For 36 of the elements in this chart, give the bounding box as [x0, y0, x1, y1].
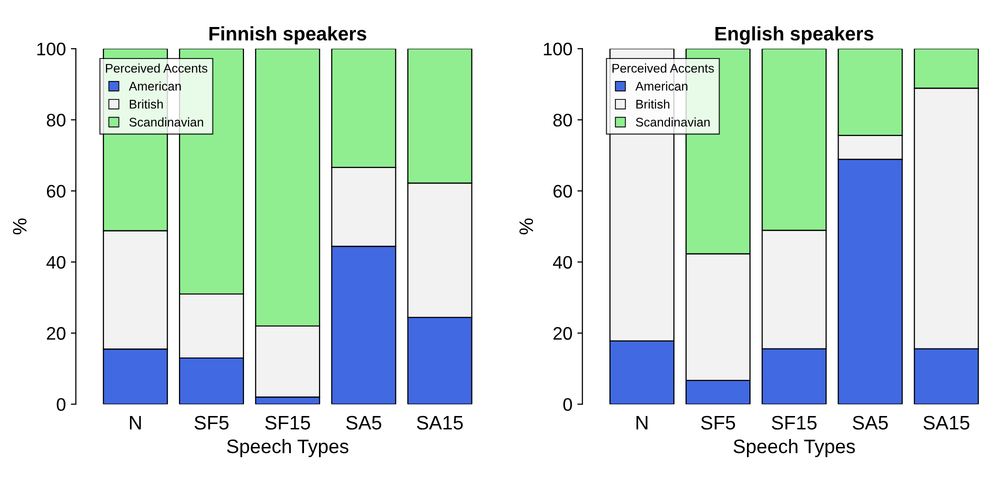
y-tick-label: 100	[544, 42, 572, 56]
x-tick-label: SA5	[346, 416, 382, 430]
x-tick-label: SF5	[701, 416, 736, 430]
legend-title: Perceived Accents	[612, 64, 714, 73]
x-tick-label: SF15	[772, 416, 817, 430]
legend-title: Perceived Accents	[106, 64, 208, 73]
y-axis-title: %	[12, 218, 27, 234]
legend-label: British	[130, 99, 163, 109]
y-tick-label: 0	[56, 398, 66, 411]
x-tick-label: SA5	[852, 416, 888, 430]
y-tick-label: 100	[37, 42, 66, 56]
x-tick-label: N	[636, 416, 648, 430]
x-axis-title: Speech Types	[227, 439, 348, 458]
y-tick-label: 40	[46, 256, 66, 269]
y-tick-label: 60	[554, 184, 572, 198]
legend-label: Scandinavian	[129, 117, 204, 127]
y-tick-label: 80	[553, 114, 572, 127]
y-tick-label: 60	[46, 184, 66, 198]
y-axis-title: %	[519, 218, 534, 234]
x-tick-label: SA15	[416, 416, 463, 430]
legend-label: American	[128, 81, 181, 91]
chart-title: Finnish speakers	[209, 26, 366, 44]
x-axis-title: Speech Types	[734, 439, 855, 458]
x-tick-label: N	[130, 416, 141, 430]
y-tick-label: 20	[553, 327, 572, 340]
legend-label: British	[636, 99, 670, 109]
x-tick-label: SA15	[923, 416, 970, 430]
chart-title: English speakers	[715, 26, 874, 44]
y-tick-label: 40	[553, 256, 572, 269]
y-tick-label: 20	[46, 327, 66, 340]
x-tick-label: SF5	[194, 416, 229, 430]
y-tick-label: 0	[563, 398, 572, 411]
x-tick-label: SF15	[265, 416, 310, 430]
y-tick-label: 80	[46, 114, 66, 127]
legend-label: American	[635, 81, 688, 91]
legend-label: Scandinavian	[636, 117, 710, 127]
